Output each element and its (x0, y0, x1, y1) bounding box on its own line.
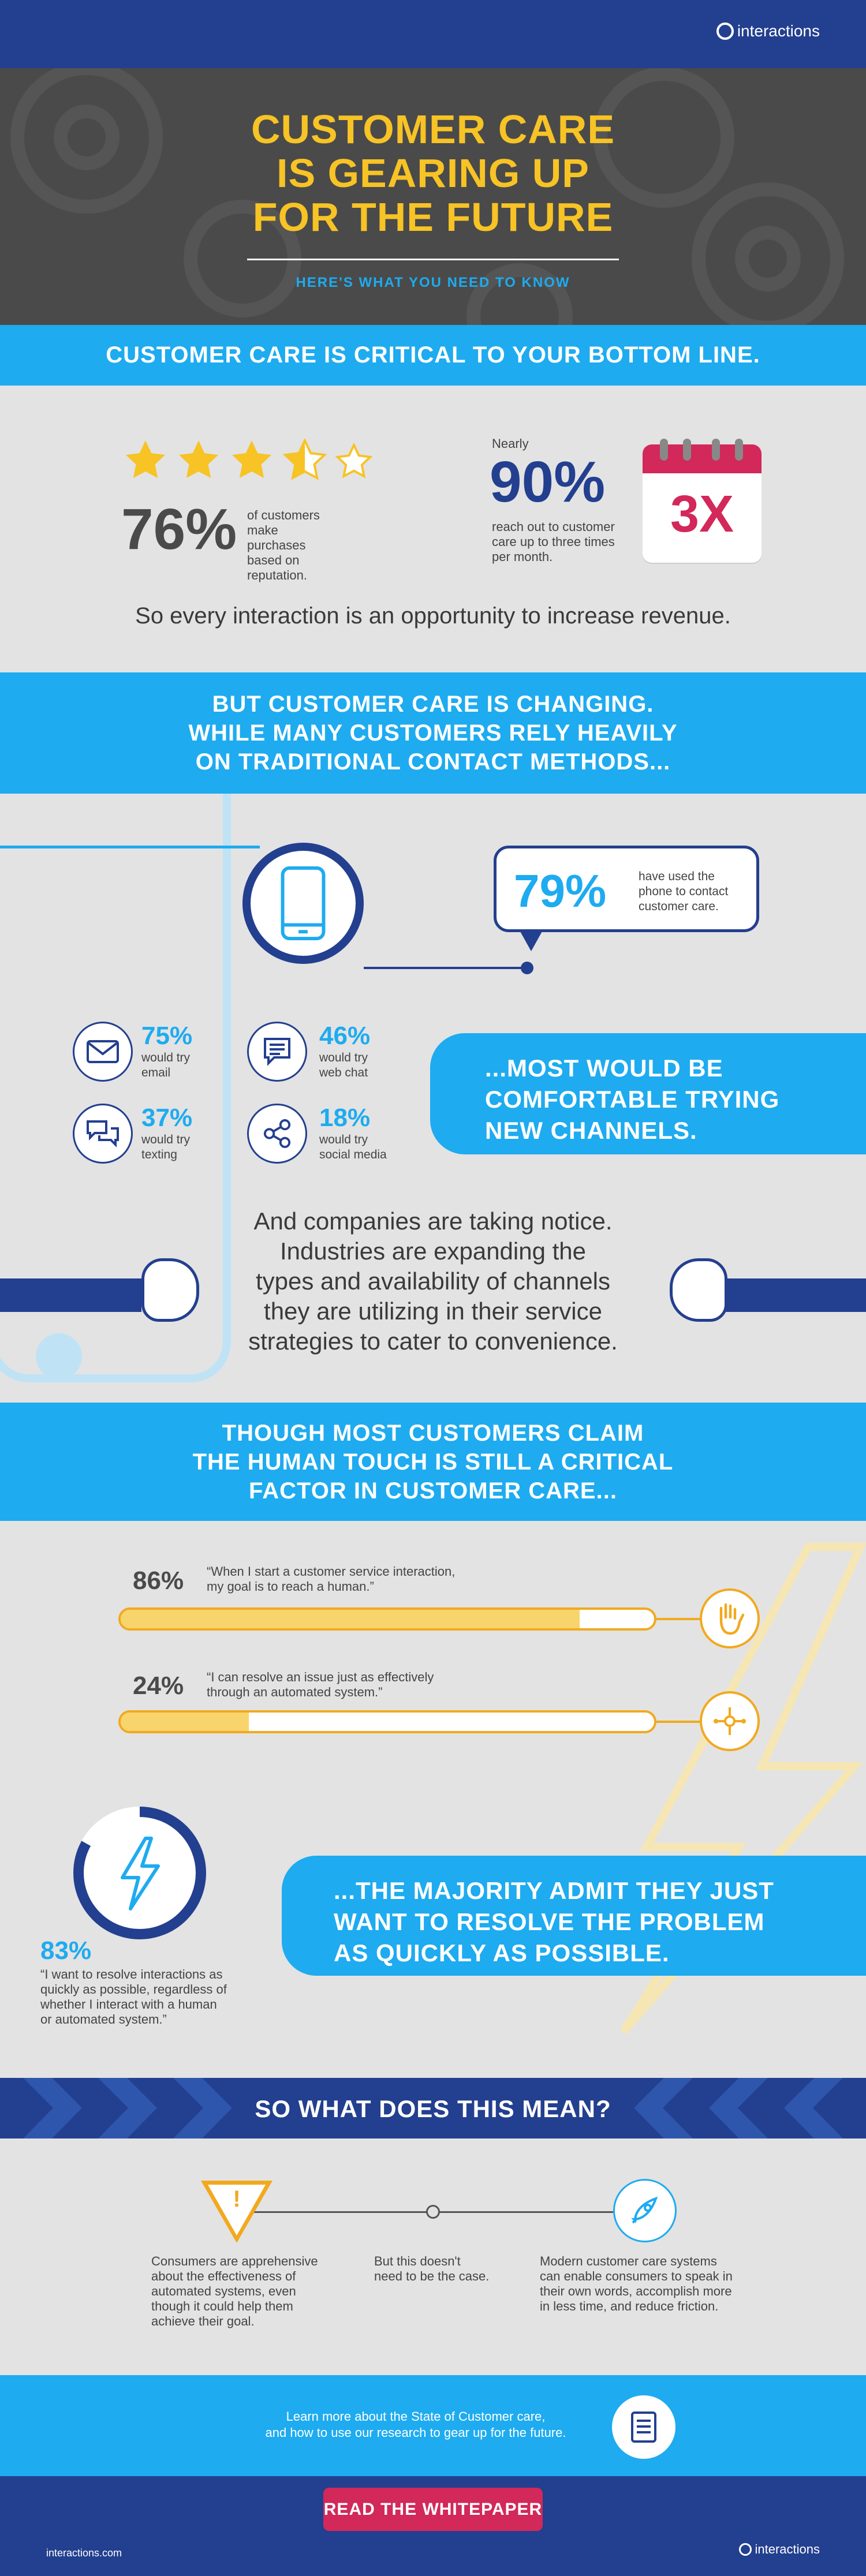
meaning-col2: But this doesn't need to be the case. (374, 2254, 490, 2283)
section3-heading-band: THOUGH MOST CUSTOMERS CLAIM THE HUMAN TO… (0, 1403, 866, 1521)
logo-text: interactions (737, 22, 820, 40)
phone-stat-value: 79% (514, 865, 607, 917)
circuit-icon (714, 1707, 746, 1735)
mobile-phone-icon (281, 866, 326, 941)
section3-heading: THOUGH MOST CUSTOMERS CLAIM THE HUMAN TO… (192, 1420, 674, 1504)
timeline-dot (426, 2205, 440, 2219)
meaning-col1: Consumers are apprehensive about the eff… (151, 2254, 318, 2328)
bubble-connector (364, 967, 531, 969)
cta-text: Learn more about the State of Customer c… (265, 2409, 566, 2440)
bar1-value: 86% (133, 1566, 184, 1595)
phone-ring (242, 843, 364, 964)
star-icon (178, 440, 219, 478)
star-outline-icon (335, 443, 373, 478)
section4-heading: SO WHAT DOES THIS MEAN? (255, 2095, 611, 2122)
channel-web-chat: 46% would try web chat (319, 1022, 371, 1079)
bar1-quote: “When I start a customer service interac… (207, 1564, 456, 1594)
stat-83-quote: “I want to resolve interactions as quick… (40, 1967, 227, 2027)
phone-button-decoration (36, 1333, 82, 1379)
stat-90-prefix: Nearly (492, 436, 529, 451)
circuit-icon-wrap (700, 1691, 760, 1751)
channel-texting: 37% would try texting (141, 1104, 193, 1161)
cta-band: Learn more about the State of Customer c… (0, 2375, 866, 2476)
rocket-icon-wrap (613, 2179, 677, 2242)
bar2-fill (121, 1713, 249, 1731)
footer-site-link[interactable]: interactions.com (46, 2547, 122, 2559)
texting-icon (87, 1120, 119, 1147)
lightning-bolt-icon (121, 1837, 160, 1910)
section1-conclusion: So every interaction is an opportunity t… (135, 603, 731, 629)
section1-heading-band: CUSTOMER CARE IS CRITICAL TO YOUR BOTTOM… (0, 325, 866, 386)
email-icon (87, 1040, 119, 1063)
hero-divider (247, 259, 619, 260)
bar1-fill (121, 1610, 580, 1628)
chevrons-decoration (23, 2078, 843, 2138)
document-icon (631, 2412, 656, 2443)
gears-background (10, 68, 844, 325)
human-hand-icon-wrap (700, 1588, 760, 1648)
section2-heading-band: BUT CUSTOMER CARE IS CHANGING. WHILE MAN… (0, 672, 866, 794)
left-pointing-arm (0, 1278, 141, 1312)
right-hand-icon (670, 1258, 727, 1322)
star-icon (282, 439, 327, 480)
social-media-icon-wrap (247, 1104, 307, 1164)
warning-exclamation: ! (233, 2186, 241, 2212)
read-whitepaper-button[interactable]: READ THE WHITEPAPER (323, 2488, 543, 2531)
logo-icon (716, 23, 734, 40)
logo[interactable]: interactions (716, 22, 820, 40)
hero-title: CUSTOMER CARE IS GEARING UP FOR THE FUTU… (251, 107, 615, 240)
bar1-track (118, 1607, 656, 1631)
web-chat-icon (264, 1038, 290, 1066)
texting-icon-wrap (73, 1104, 133, 1164)
majority-pill: ...THE MAJORITY ADMIT THEY JUST WANT TO … (282, 1856, 866, 1976)
companies-paragraph: And companies are taking notice. Industr… (248, 1207, 618, 1355)
bar2-quote: “I can resolve an issue just as effectiv… (207, 1670, 434, 1699)
right-pointing-arm (725, 1278, 866, 1312)
logo-icon (739, 2543, 752, 2556)
calendar-value: 3X (670, 485, 734, 543)
new-channels-pill: ...MOST WOULD BE COMFORTABLE TRYING NEW … (430, 1033, 866, 1154)
phone-stat-bubble: 79% have used the phone to contact custo… (494, 846, 759, 932)
warning-icon-inner (208, 2185, 266, 2235)
section4-heading-band: SO WHAT DOES THIS MEAN? (0, 2078, 866, 2138)
footer-logo[interactable]: interactions (739, 2542, 820, 2557)
channel-email: 75% would try email (141, 1022, 193, 1079)
star-rating (122, 439, 373, 483)
blue-line (0, 846, 260, 848)
bar2-value: 24% (133, 1672, 184, 1700)
stat-76-value: 76% (121, 497, 237, 562)
stat-90-text: reach out to customer care up to three t… (492, 519, 615, 564)
email-channel-icon-wrap (73, 1022, 133, 1082)
ring-83-arc (73, 1807, 206, 1939)
rocket-icon (631, 2196, 658, 2224)
top-bar: interactions (0, 0, 866, 68)
bubble-dot (521, 962, 533, 974)
social-media-icon (263, 1119, 291, 1148)
section1-heading: CUSTOMER CARE IS CRITICAL TO YOUR BOTTOM… (106, 342, 760, 368)
star-icon (125, 440, 166, 478)
stat-76-text: of customers make purchases based on rep… (247, 508, 320, 582)
hero: CUSTOMER CARE IS GEARING UP FOR THE FUTU… (0, 68, 866, 325)
footer: READ THE WHITEPAPER interactions.com int… (0, 2476, 866, 2576)
left-hand-icon (141, 1258, 199, 1322)
channel-social-media: 18% would try social media (319, 1104, 387, 1161)
stat-90-value: 90% (490, 450, 606, 514)
logo-text: interactions (755, 2542, 820, 2556)
hero-subtitle: HERE'S WHAT YOU NEED TO KNOW (296, 275, 570, 290)
bubble-tail (520, 930, 543, 951)
bar1-connector (656, 1618, 701, 1620)
hand-wave-icon (719, 1603, 745, 1635)
section2-heading: BUT CUSTOMER CARE IS CHANGING. WHILE MAN… (188, 691, 678, 775)
progress-ring-83 (73, 1807, 206, 1939)
bar2-track (118, 1710, 656, 1733)
phone-stat-text: have used the phone to contact customer … (639, 870, 729, 913)
web-chat-icon-wrap (247, 1022, 307, 1082)
bar2-connector (656, 1721, 701, 1723)
document-icon-wrap[interactable] (612, 2395, 675, 2459)
calendar-icon: 3X (643, 439, 762, 563)
meaning-col3: Modern customer care systems can enable … (540, 2254, 733, 2313)
stat-83-value: 83% (40, 1936, 92, 1965)
star-icon (232, 440, 272, 478)
